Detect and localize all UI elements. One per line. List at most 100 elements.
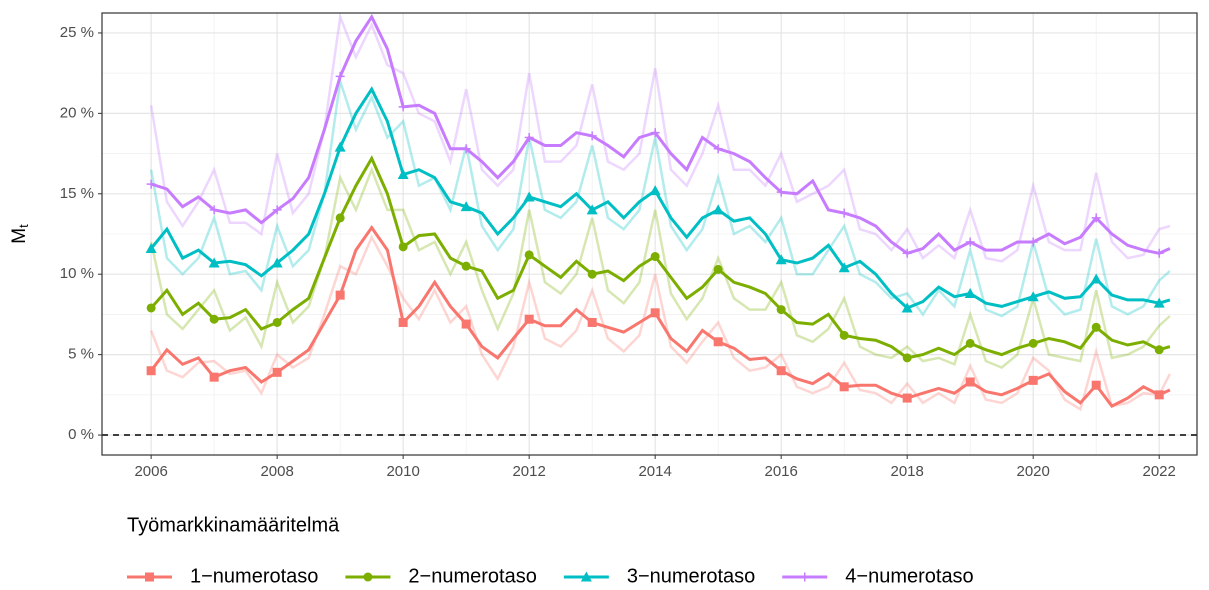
marker: [461, 144, 471, 154]
marker: [146, 303, 156, 313]
marker: [964, 288, 976, 299]
legend-title: Työmarkkinamääritelmä: [127, 514, 340, 536]
marker: [838, 262, 850, 273]
marker: [208, 257, 220, 268]
x-tick-label: 2010: [386, 463, 419, 480]
marker: [713, 144, 723, 154]
marker: [335, 213, 345, 223]
legend-label: 4−numerotaso: [845, 565, 973, 585]
marker: [650, 252, 660, 262]
series-line: [149, 155, 1171, 360]
y-tick-label: 15 %: [60, 185, 94, 202]
marker: [397, 168, 409, 179]
marker: [587, 317, 597, 327]
marker: [776, 305, 786, 315]
marker: [145, 572, 154, 582]
marker: [524, 132, 534, 142]
y-tick-label: 25 %: [60, 24, 94, 41]
x-tick-label: 2008: [260, 463, 293, 480]
marker: [335, 71, 345, 81]
marker: [146, 366, 156, 376]
legend: 1−numerotaso 2−numerotaso 3−numerotaso 4−nu…: [127, 565, 974, 587]
marker: [524, 314, 534, 324]
marker: [461, 319, 471, 329]
marker: [1154, 345, 1164, 355]
y-tick-label: 5 %: [68, 346, 94, 363]
y-tick-label: 20 %: [60, 104, 94, 121]
marker: [713, 264, 723, 274]
marker: [902, 393, 912, 403]
marker: [1028, 237, 1038, 247]
marker: [901, 302, 913, 313]
marker: [460, 201, 472, 212]
marker: [1027, 291, 1039, 302]
marker: [902, 353, 912, 363]
marker: [580, 571, 592, 582]
marker: [587, 269, 597, 279]
marker: [965, 377, 975, 387]
marker: [524, 250, 534, 260]
marker: [209, 372, 219, 382]
marker: [1090, 273, 1102, 284]
y-axis-title: Mt: [9, 224, 31, 244]
marker: [712, 204, 724, 215]
legend-label: 3−numerotaso: [627, 565, 755, 585]
x-tick-label: 2020: [1017, 463, 1050, 480]
marker: [1091, 213, 1101, 223]
grid: [102, 13, 1197, 455]
marker: [713, 337, 723, 347]
marker: [839, 330, 849, 340]
marker: [1028, 338, 1038, 348]
marker: [363, 572, 373, 582]
marker: [1154, 390, 1164, 400]
marker: [839, 382, 849, 392]
marker: [775, 254, 787, 265]
marker: [776, 366, 786, 376]
marker: [649, 185, 661, 196]
x-tick-label: 2012: [512, 463, 545, 480]
marker: [209, 314, 219, 324]
marker: [334, 141, 346, 152]
marker: [587, 131, 597, 141]
y-tick-label: 10 %: [60, 265, 94, 282]
marker: [272, 205, 282, 215]
marker: [272, 367, 282, 377]
marker: [461, 261, 471, 271]
marker: [902, 248, 912, 258]
marker: [800, 572, 810, 582]
series-line: [149, 224, 1171, 409]
marker: [839, 208, 849, 218]
marker: [1091, 380, 1101, 390]
series-line: [149, 86, 1171, 310]
marker: [398, 242, 408, 252]
marker: [209, 205, 219, 215]
marker: [398, 102, 408, 112]
legend-label: 2−numerotaso: [408, 565, 536, 585]
y-axis-label: M: [9, 228, 30, 244]
x-tick-label: 2014: [638, 463, 671, 480]
plot-border: [101, 12, 1198, 456]
x-tick-label: 2016: [764, 463, 797, 480]
raw-line: [149, 234, 1172, 412]
marker: [146, 179, 156, 189]
x-tick-label: 2018: [890, 463, 923, 480]
y-axis-subscript: t: [16, 224, 31, 228]
plot-area: [145, 13, 1172, 412]
legend-label: 1−numerotaso: [190, 565, 318, 585]
marker: [145, 242, 157, 253]
marker: [1028, 375, 1038, 385]
marker: [271, 257, 283, 268]
series-line: [150, 13, 1171, 255]
x-tick-label: 2006: [134, 463, 167, 480]
marker: [335, 290, 345, 300]
marker: [523, 191, 535, 202]
marker: [776, 187, 786, 197]
marker: [1091, 322, 1101, 332]
x-tick-label: 2022: [1143, 463, 1176, 480]
marker: [586, 204, 598, 215]
y-tick-label: 0 %: [68, 426, 94, 443]
marker: [965, 338, 975, 348]
marker: [1154, 248, 1164, 258]
marker: [650, 308, 660, 318]
